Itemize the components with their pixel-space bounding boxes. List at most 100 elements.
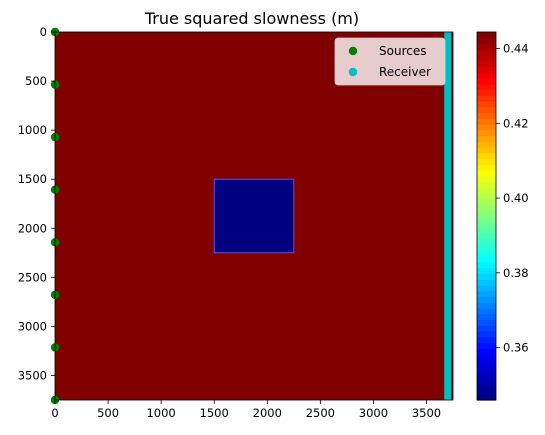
x-tick-label: 2500 bbox=[306, 406, 335, 420]
colorbar-segment bbox=[477, 227, 496, 234]
colorbar-segment bbox=[477, 60, 496, 68]
colorbar-segment bbox=[477, 124, 496, 131]
colorbar-segment bbox=[477, 181, 496, 188]
colorbar-segment bbox=[477, 170, 496, 177]
x-tick-label: 3000 bbox=[359, 406, 388, 420]
y-tick-label: 2000 bbox=[18, 221, 47, 235]
colorbar-segment bbox=[477, 290, 496, 298]
colorbar-segment bbox=[477, 101, 496, 108]
colorbar-segment bbox=[477, 216, 496, 223]
chart-title: True squared slowness (m) bbox=[144, 9, 359, 28]
colorbar-segment bbox=[477, 348, 496, 355]
colorbar-segment bbox=[477, 43, 496, 50]
colorbar-segment bbox=[477, 342, 496, 349]
colorbar-tick-label: 0.38 bbox=[503, 266, 529, 280]
colorbar-segment bbox=[477, 210, 496, 217]
colorbar-segment bbox=[477, 233, 496, 240]
colorbar-segment bbox=[477, 147, 496, 154]
colorbar-segment bbox=[477, 244, 496, 252]
colorbar-segment bbox=[477, 365, 496, 372]
colorbar-segment bbox=[477, 187, 496, 194]
y-axis: 0 500 1000 1500 2000 2500 3000 3500 bbox=[18, 25, 55, 382]
colorbar-segment bbox=[477, 388, 496, 395]
colorbar-segment bbox=[477, 164, 496, 171]
legend: Sources Receiver bbox=[334, 37, 446, 86]
colorbar-segment bbox=[477, 296, 496, 303]
legend-sources-marker bbox=[348, 46, 358, 56]
colorbar-segment bbox=[477, 279, 496, 286]
colorbar-segment bbox=[477, 112, 496, 119]
legend-sources-label: Sources bbox=[379, 44, 426, 58]
colorbar-segment bbox=[477, 89, 496, 96]
colorbar-segment bbox=[477, 331, 496, 338]
legend-receiver-marker bbox=[348, 67, 358, 77]
y-tick-label: 500 bbox=[25, 74, 47, 88]
colorbar-segment bbox=[477, 394, 496, 401]
colorbar-segment bbox=[477, 37, 496, 45]
colorbar-segment bbox=[477, 198, 496, 206]
colorbar-segment bbox=[477, 371, 496, 378]
x-tick-label: 0 bbox=[51, 406, 58, 420]
colorbar-segment bbox=[477, 354, 496, 361]
colorbar-segment bbox=[477, 250, 496, 257]
colorbar-segment bbox=[477, 118, 496, 125]
colorbar-frame bbox=[476, 31, 497, 401]
x-tick-label: 1000 bbox=[146, 406, 175, 420]
colorbar: 0.36 0.38 0.40 0.42 0.44 bbox=[476, 31, 529, 401]
legend-box bbox=[334, 37, 446, 86]
slowness-anomaly bbox=[213, 178, 295, 254]
colorbar-segment bbox=[477, 262, 496, 269]
colorbar-segment bbox=[477, 66, 496, 73]
colorbar-segment bbox=[477, 78, 496, 85]
colorbar-segment bbox=[477, 135, 496, 142]
colorbar-segment bbox=[477, 72, 496, 79]
plot-area bbox=[50, 27, 454, 405]
y-tick-label: 1500 bbox=[18, 172, 47, 186]
y-tick-label: 3500 bbox=[18, 368, 47, 382]
colorbar-tick-label: 0.40 bbox=[503, 191, 529, 205]
colorbar-segment bbox=[477, 377, 496, 384]
colorbar-segment bbox=[477, 158, 496, 165]
colorbar-segment bbox=[477, 267, 496, 275]
x-tick-label: 500 bbox=[97, 406, 119, 420]
colorbar-segment bbox=[477, 152, 496, 160]
colorbar-segment bbox=[477, 359, 496, 367]
y-tick-label: 2500 bbox=[18, 270, 47, 284]
colorbar-segment bbox=[477, 141, 496, 148]
colorbar-segment bbox=[477, 221, 496, 229]
colorbar-segment bbox=[477, 175, 496, 183]
receiver-line bbox=[444, 32, 452, 400]
colorbar-segment bbox=[477, 129, 496, 137]
legend-receiver-label: Receiver bbox=[379, 65, 431, 79]
colorbar-segment bbox=[477, 204, 496, 211]
colorbar-segment bbox=[477, 313, 496, 321]
colorbar-segment bbox=[477, 95, 496, 102]
colorbar-tick-label: 0.44 bbox=[503, 41, 529, 55]
x-tick-label: 3500 bbox=[412, 406, 441, 420]
colorbar-tick-label: 0.42 bbox=[503, 116, 529, 130]
colorbar-segment bbox=[477, 32, 496, 39]
y-tick-label: 3000 bbox=[18, 319, 47, 333]
colorbar-segment bbox=[477, 273, 496, 280]
colorbar-segment bbox=[477, 325, 496, 332]
colorbar-tick-label: 0.36 bbox=[503, 341, 529, 355]
x-tick-label: 1500 bbox=[200, 406, 229, 420]
colorbar-segment bbox=[477, 308, 496, 315]
colorbar-segment bbox=[477, 55, 496, 62]
plot-frame bbox=[54, 31, 454, 401]
colorbar-segment bbox=[477, 285, 496, 292]
y-tick-label: 1000 bbox=[18, 123, 47, 137]
colorbar-segment bbox=[477, 256, 496, 263]
x-tick-label: 2000 bbox=[253, 406, 282, 420]
colorbar-segment bbox=[477, 382, 496, 390]
colorbar-segment bbox=[477, 106, 496, 114]
colorbar-segment bbox=[477, 336, 496, 344]
colorbar-segment bbox=[477, 83, 496, 91]
colorbar-segment bbox=[477, 302, 496, 309]
colorbar-segment bbox=[477, 49, 496, 56]
colorbar-segment bbox=[477, 239, 496, 246]
x-axis: 0 500 1000 1500 2000 2500 3000 3500 bbox=[51, 400, 441, 420]
y-tick-label: 0 bbox=[40, 25, 47, 39]
colorbar-segment bbox=[477, 193, 496, 200]
